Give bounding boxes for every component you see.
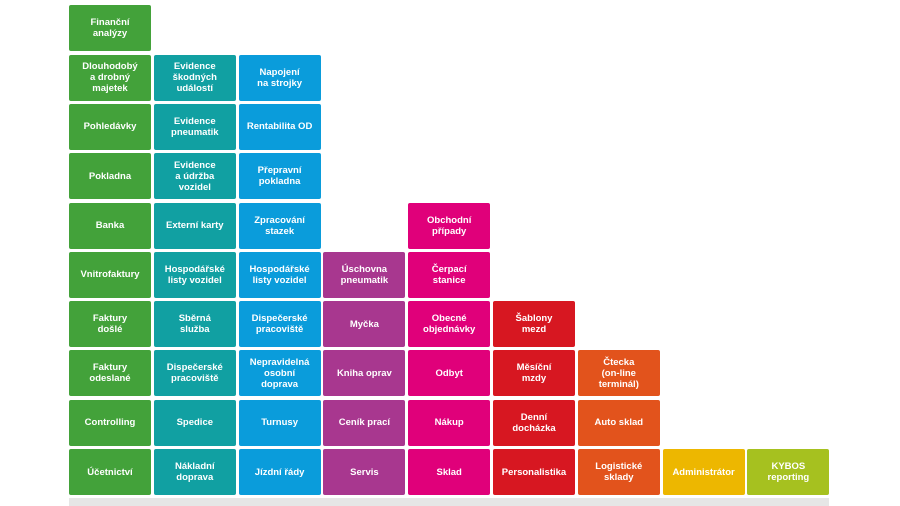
- module-tile-sklad-3[interactable]: Odbyt: [408, 350, 491, 397]
- module-tile-reporting-0[interactable]: KYBOS reporting: [747, 449, 830, 495]
- module-tile-vozidla-8[interactable]: Nákladní doprava: [153, 449, 236, 495]
- module-tile-financni-6[interactable]: Faktury došlé: [69, 301, 151, 348]
- module-tile-sklad-2[interactable]: Obecné objednávky: [408, 301, 491, 348]
- module-tile-doprava-5[interactable]: Dispečerské pracoviště: [238, 301, 321, 348]
- module-tile-doprava-1[interactable]: Rentabilita OD: [238, 103, 321, 150]
- module-tile-logistika-1[interactable]: Auto sklad: [577, 399, 660, 446]
- module-tile-servis-3[interactable]: Ceník prací: [323, 399, 406, 446]
- module-tile-financni-0[interactable]: Finanční analýzy: [69, 5, 151, 52]
- module-tile-sklad-4[interactable]: Nákup: [408, 399, 491, 446]
- module-tile-servis-0[interactable]: Úschovna pneumatik: [323, 251, 406, 298]
- module-tile-personalistika-2[interactable]: Denní docházka: [493, 399, 575, 446]
- module-tile-logistika-2[interactable]: Logistické sklady: [577, 449, 660, 495]
- module-tile-doprava-7[interactable]: Turnusy: [238, 399, 321, 446]
- module-tile-logistika-0[interactable]: Čtecka (on-line terminál): [577, 350, 660, 397]
- module-tile-doprava-6[interactable]: Nepravidelná osobní doprava: [238, 350, 321, 397]
- module-tile-financni-5[interactable]: Vnitrofaktury: [69, 251, 151, 298]
- module-tile-vozidla-4[interactable]: Hospodářské listy vozidel: [153, 251, 236, 298]
- module-tile-doprava-8[interactable]: Jízdní řády: [238, 449, 321, 495]
- module-tile-servis-1[interactable]: Myčka: [323, 301, 406, 348]
- module-tile-doprava-0[interactable]: Napojení na strojky: [238, 54, 321, 101]
- module-tile-financni-4[interactable]: Banka: [69, 202, 151, 249]
- module-tile-vozidla-2[interactable]: Evidence a údržba vozidel: [153, 153, 236, 200]
- module-tile-vozidla-6[interactable]: Dispečerské pracoviště: [153, 350, 236, 397]
- module-tile-vozidla-7[interactable]: Spedice: [153, 399, 236, 446]
- module-tile-servis-2[interactable]: Kniha oprav: [323, 350, 406, 397]
- module-tile-personalistika-0[interactable]: Šablony mezd: [493, 301, 575, 348]
- module-tile-personalistika-3[interactable]: Personalistika: [493, 449, 575, 495]
- module-tile-sklad-0[interactable]: Obchodní případy: [408, 202, 491, 249]
- module-tile-vozidla-5[interactable]: Sběrná služba: [153, 301, 236, 348]
- module-tile-sklad-5[interactable]: Sklad: [408, 449, 491, 495]
- module-tile-financni-7[interactable]: Faktury odeslané: [69, 350, 151, 397]
- module-tile-sklad-1[interactable]: Čerpací stanice: [408, 251, 491, 298]
- module-tile-doprava-2[interactable]: Přepravní pokladna: [238, 153, 321, 200]
- module-tile-servis-4[interactable]: Servis: [323, 449, 406, 495]
- module-tile-financni-2[interactable]: Pohledávky: [69, 103, 151, 150]
- module-tile-financni-3[interactable]: Pokladna: [69, 153, 151, 200]
- module-tile-vozidla-3[interactable]: Externí karty: [153, 202, 236, 249]
- module-tile-financni-8[interactable]: Controlling: [69, 399, 151, 446]
- module-tile-administrator-0[interactable]: Administrátor: [662, 449, 745, 495]
- module-tile-doprava-4[interactable]: Hospodářské listy vozidel: [238, 251, 321, 298]
- base-bar: [69, 498, 829, 506]
- module-tile-personalistika-1[interactable]: Měsíční mzdy: [493, 350, 575, 397]
- module-tile-vozidla-1[interactable]: Evidence pneumatik: [153, 103, 236, 150]
- module-tile-vozidla-0[interactable]: Evidence škodných událostí: [153, 54, 236, 101]
- module-tile-financni-1[interactable]: Dlouhodobý a drobný majetek: [69, 54, 151, 101]
- module-tile-financni-9[interactable]: Účetnictví: [69, 449, 151, 495]
- module-tile-doprava-3[interactable]: Zpracování stazek: [238, 202, 321, 249]
